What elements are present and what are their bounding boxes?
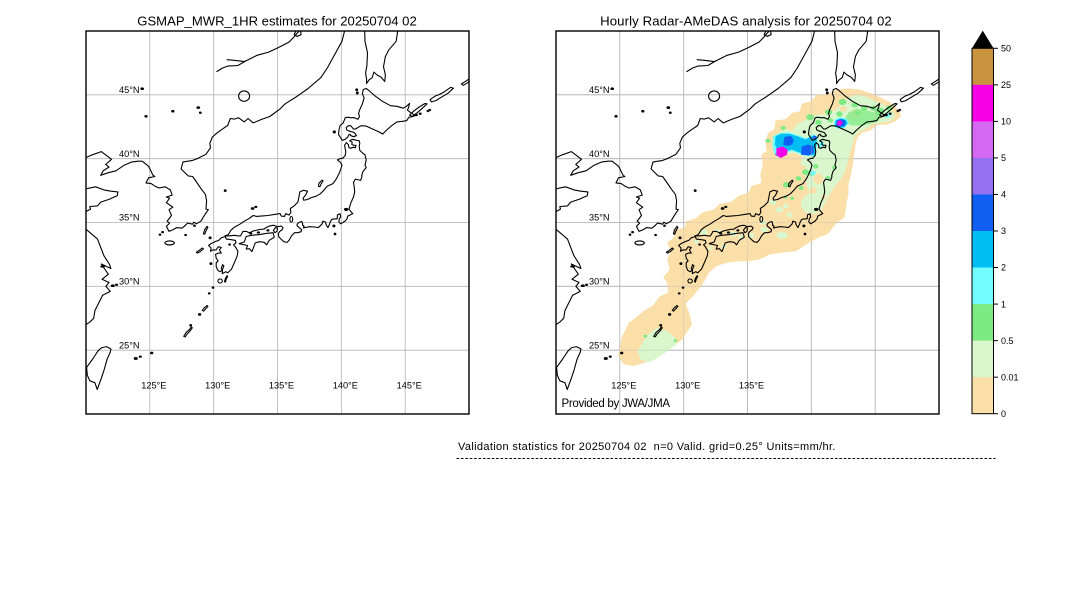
svg-text:35°N: 35°N (119, 213, 140, 223)
svg-text:125°E: 125°E (611, 380, 636, 390)
svg-text:130°E: 130°E (675, 380, 700, 390)
svg-text:Provided by JWA/JMA: Provided by JWA/JMA (562, 398, 671, 410)
svg-text:10: 10 (1001, 117, 1011, 127)
svg-text:130°E: 130°E (205, 380, 230, 390)
svg-text:145°E: 145°E (397, 380, 422, 390)
svg-text:35°N: 35°N (589, 213, 610, 223)
svg-text:0.01: 0.01 (1001, 372, 1019, 382)
svg-text:135°E: 135°E (269, 380, 294, 390)
svg-text:GSMAP_MWR_1HR estimates for 20: GSMAP_MWR_1HR estimates for 20250704 02 (137, 13, 416, 28)
svg-text:135°E: 135°E (739, 380, 764, 390)
svg-text:30°N: 30°N (589, 277, 610, 287)
svg-text:4: 4 (1001, 190, 1006, 200)
svg-text:45°N: 45°N (119, 85, 140, 95)
svg-text:Validation statistics for 2025: Validation statistics for 20250704 02 n=… (458, 441, 836, 453)
svg-text:30°N: 30°N (119, 277, 140, 287)
svg-text:125°E: 125°E (141, 380, 166, 390)
svg-text:Hourly Radar-AMeDAS analysis f: Hourly Radar-AMeDAS analysis for 2025070… (600, 13, 892, 28)
svg-text:0.5: 0.5 (1001, 336, 1014, 346)
svg-text:25°N: 25°N (589, 340, 610, 350)
svg-text:140°E: 140°E (333, 380, 358, 390)
svg-text:25: 25 (1001, 80, 1011, 90)
svg-text:40°N: 40°N (119, 149, 140, 159)
svg-text:2: 2 (1001, 263, 1006, 273)
svg-text:3: 3 (1001, 226, 1006, 236)
svg-text:50: 50 (1001, 44, 1011, 54)
svg-text:25°N: 25°N (119, 340, 140, 350)
svg-text:40°N: 40°N (589, 149, 610, 159)
svg-text:5: 5 (1001, 153, 1006, 163)
svg-text:45°N: 45°N (589, 85, 610, 95)
svg-text:0: 0 (1001, 409, 1006, 419)
svg-text:1: 1 (1001, 299, 1006, 309)
